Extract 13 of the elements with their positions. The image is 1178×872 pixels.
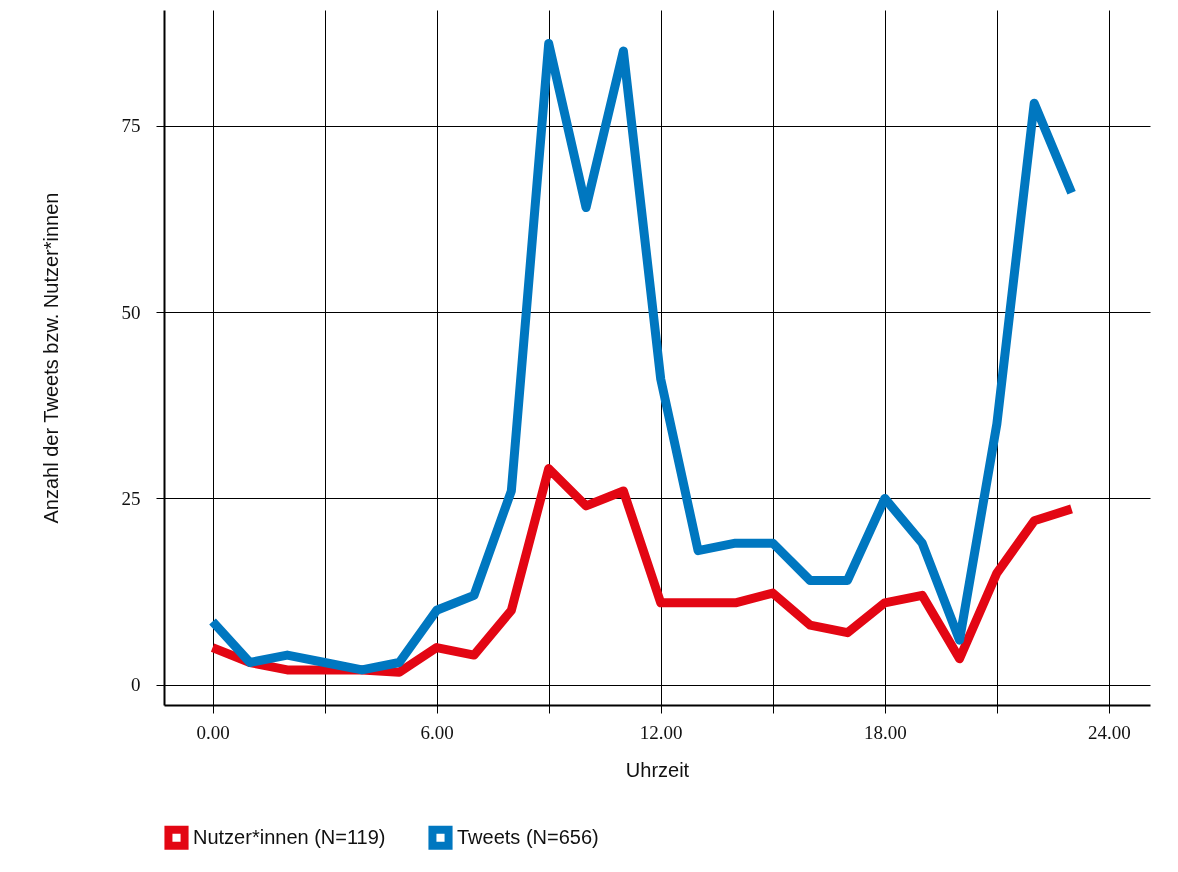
x-tick-label: 0.00 <box>196 721 230 743</box>
y-tick-label: 25 <box>121 487 141 509</box>
y-tick-label: 75 <box>121 115 141 137</box>
legend-label: Nutzer*innen (N=119) <box>193 825 386 848</box>
x-tick-label: 18.00 <box>863 721 907 743</box>
y-tick-label: 0 <box>131 674 141 696</box>
legend-label: Tweets (N=656) <box>457 825 599 848</box>
y-axis-title: Anzahl der Tweets bzw. Nutzer*innen <box>39 192 62 524</box>
x-tick-label: 12.00 <box>639 721 683 743</box>
x-tick-label: 6.00 <box>420 721 454 743</box>
x-axis-title: Uhrzeit <box>625 758 690 781</box>
y-tick-label: 50 <box>121 301 141 323</box>
x-tick-label: 24.00 <box>1088 721 1131 743</box>
